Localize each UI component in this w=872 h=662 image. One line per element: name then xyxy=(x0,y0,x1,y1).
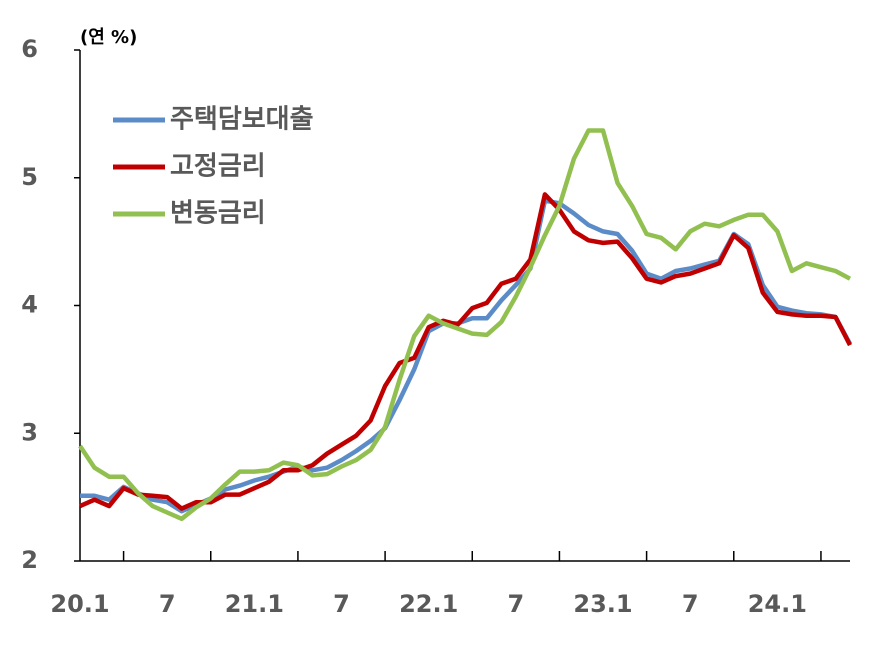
series-line xyxy=(80,198,852,514)
y-tick-label: 6 xyxy=(21,35,38,63)
x-tick-label: 7 xyxy=(682,590,699,618)
series-line xyxy=(78,128,852,522)
series-line xyxy=(79,192,852,511)
x-tick-label: 20.1 xyxy=(50,590,109,618)
x-tick-label: 23.1 xyxy=(573,590,632,618)
unit-label: (연 %) xyxy=(80,27,137,48)
x-tick-label: 24.1 xyxy=(748,590,807,618)
y-tick-label: 2 xyxy=(21,546,38,574)
y-tick-label: 4 xyxy=(21,291,38,319)
x-tick-label: 7 xyxy=(507,590,524,618)
y-tick-label: 5 xyxy=(21,163,38,191)
x-tick-label: 21.1 xyxy=(225,590,284,618)
x-tick-label: 7 xyxy=(159,590,176,618)
legend-label: 변동금리 xyxy=(170,199,266,229)
legend-label: 고정금리 xyxy=(170,152,266,182)
legend-label: 주택담보대출 xyxy=(170,105,314,135)
x-tick-label: 22.1 xyxy=(399,590,458,618)
y-tick-label: 3 xyxy=(21,418,38,446)
x-tick-label: 7 xyxy=(333,590,350,618)
